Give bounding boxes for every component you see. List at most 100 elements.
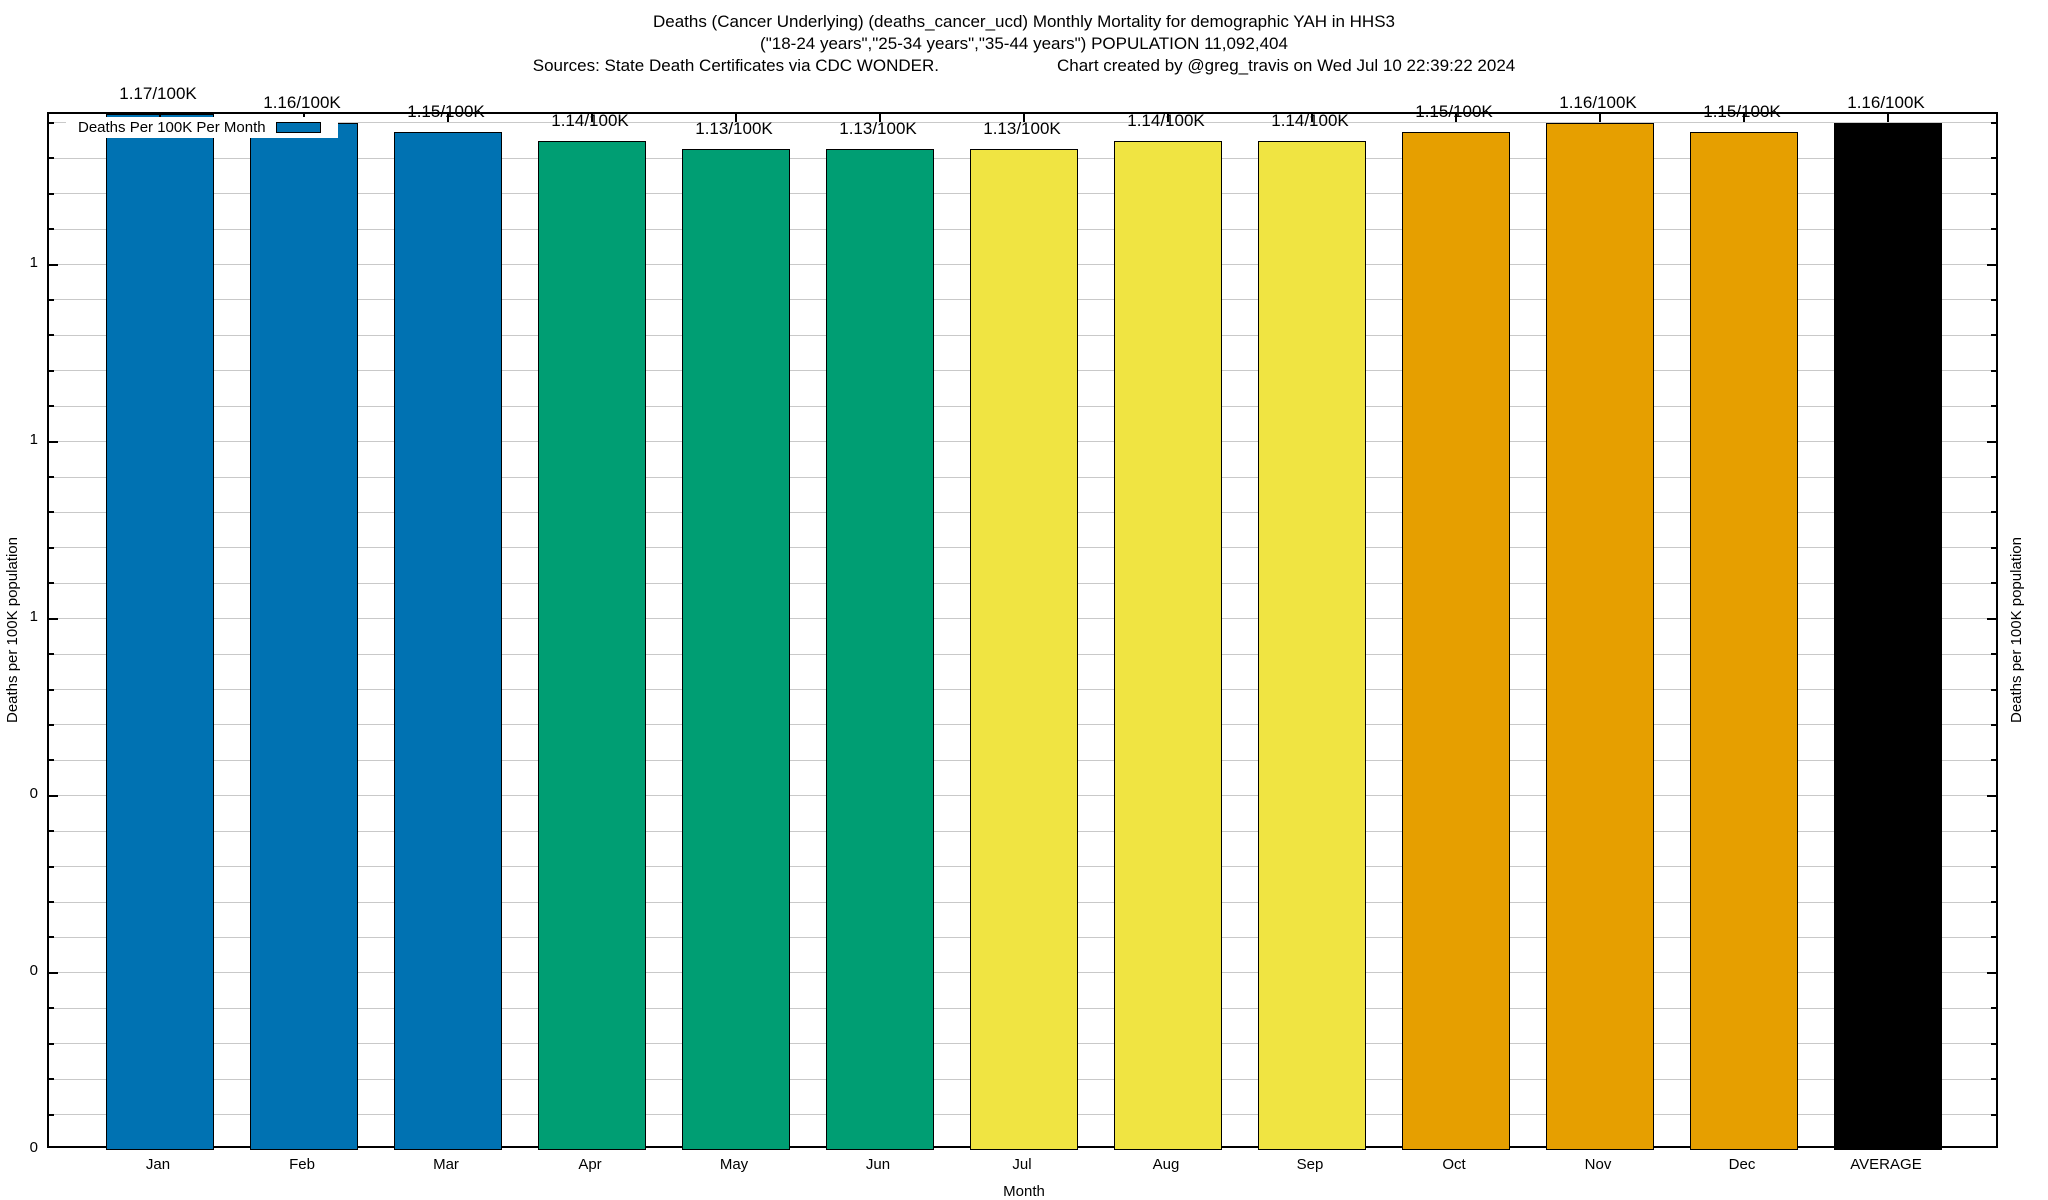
bar-jun	[826, 149, 934, 1150]
y-tick-left	[49, 865, 54, 868]
y-tick-right	[1987, 440, 1996, 443]
y-tick-label: 0	[29, 784, 38, 802]
y-tick-left	[49, 546, 54, 549]
y-tick-left	[49, 511, 54, 514]
y-tick-left	[49, 794, 58, 797]
y-tick-left	[49, 688, 54, 691]
y-tick-label: 0	[29, 961, 38, 979]
bar-value-label: 1.15/100K	[1703, 101, 1781, 121]
y-tick-left	[49, 1007, 54, 1010]
sources-note: Sources: State Death Certificates via CD…	[532, 56, 939, 75]
legend-swatch-icon	[275, 122, 321, 133]
y-tick-left	[49, 157, 54, 160]
y-tick-left	[49, 476, 54, 479]
chart-subtitle-row: Sources: State Death Certificates via CD…	[0, 56, 2048, 76]
y-tick-left	[49, 936, 54, 939]
y-tick-left	[49, 971, 58, 974]
x-tick-label: Jan	[145, 1156, 171, 1173]
y-tick-right	[1991, 1113, 1996, 1116]
bar-feb	[250, 122, 358, 1150]
bar-value-label: 1.14/100K	[551, 110, 629, 130]
bar-mar	[394, 131, 502, 1150]
credit-note: Chart created by @greg_travis on Wed Jul…	[1056, 56, 1516, 75]
chart-title-line1: Deaths (Cancer Underlying) (deaths_cance…	[652, 12, 1396, 31]
y-tick-right	[1991, 298, 1996, 301]
x-tick-label: Apr	[578, 1156, 602, 1173]
bar-value-label: 1.17/100K	[119, 84, 197, 103]
x-tick-top	[879, 114, 881, 122]
y-tick-right	[1991, 865, 1996, 868]
x-axis-label: Month	[1003, 1183, 1045, 1200]
plot-area	[47, 112, 1998, 1150]
y-axis-label-right: Deaths per 100K population	[2008, 537, 2025, 723]
x-tick-label: Aug	[1152, 1156, 1180, 1173]
gridline	[49, 122, 1996, 124]
y-tick-right	[1991, 511, 1996, 514]
x-tick-top	[447, 114, 449, 122]
y-tick-left	[49, 582, 54, 585]
bar-value-label: 1.15/100K	[407, 101, 485, 121]
bar-value-label: 1.16/100K	[1559, 92, 1637, 112]
x-tick-label: May	[719, 1156, 749, 1173]
y-tick-left	[49, 228, 54, 231]
y-tick-left	[49, 1113, 54, 1116]
y-tick-left	[49, 405, 54, 408]
bar-value-label: 1.16/100K	[263, 92, 341, 112]
y-tick-left	[49, 334, 54, 337]
y-tick-left	[49, 1078, 54, 1081]
y-tick-right	[1991, 157, 1996, 160]
y-tick-right	[1991, 1042, 1996, 1045]
y-tick-left	[49, 1042, 54, 1045]
y-tick-left	[49, 369, 54, 372]
x-tick-top	[1455, 114, 1457, 122]
x-tick-label: AVERAGE	[1850, 1156, 1922, 1173]
y-tick-right	[1991, 334, 1996, 337]
y-tick-right	[1991, 369, 1996, 372]
x-tick-top	[1023, 114, 1025, 122]
bar-value-label: 1.14/100K	[1271, 110, 1349, 130]
y-tick-right	[1991, 723, 1996, 726]
y-tick-label: 1	[29, 430, 38, 448]
x-tick-label: Feb	[289, 1156, 315, 1173]
y-tick-left	[49, 192, 54, 195]
bar-jul	[970, 149, 1078, 1150]
x-tick-top	[1311, 114, 1313, 122]
bar-dec	[1690, 131, 1798, 1150]
y-tick-label: 1	[29, 253, 38, 271]
y-tick-left	[49, 263, 58, 266]
chart-title-line2: ("18-24 years","25-34 years","35-44 year…	[760, 34, 1288, 53]
y-tick-right	[1991, 582, 1996, 585]
legend-label: Deaths Per 100K Per Month	[78, 119, 266, 136]
y-tick-right	[1991, 901, 1996, 904]
bar-oct	[1402, 131, 1510, 1150]
x-tick-top	[1599, 114, 1601, 122]
bar-aug	[1114, 140, 1222, 1150]
y-tick-right	[1991, 759, 1996, 762]
y-tick-right	[1991, 653, 1996, 656]
y-tick-right	[1991, 228, 1996, 231]
y-tick-left	[49, 830, 54, 833]
bar-apr	[538, 140, 646, 1150]
x-tick-top	[591, 114, 593, 122]
x-tick-label: Jun	[865, 1156, 891, 1173]
bar-value-label: 1.15/100K	[1415, 101, 1493, 121]
bar-average	[1834, 122, 1942, 1150]
x-tick-label: Oct	[1442, 1156, 1466, 1173]
y-tick-right	[1991, 1078, 1996, 1081]
y-tick-left	[49, 121, 54, 124]
y-tick-label: 1	[29, 607, 38, 625]
y-tick-right	[1991, 830, 1996, 833]
x-tick-top	[1887, 114, 1889, 122]
y-tick-left	[49, 440, 58, 443]
x-tick-label: Nov	[1584, 1156, 1612, 1173]
y-tick-left	[49, 617, 58, 620]
bar-nov	[1546, 122, 1654, 1150]
y-tick-right	[1987, 263, 1996, 266]
y-tick-left	[49, 723, 54, 726]
y-tick-right	[1991, 476, 1996, 479]
y-tick-right	[1991, 405, 1996, 408]
bar-sep	[1258, 140, 1366, 1150]
y-tick-right	[1991, 936, 1996, 939]
bar-may	[682, 149, 790, 1150]
